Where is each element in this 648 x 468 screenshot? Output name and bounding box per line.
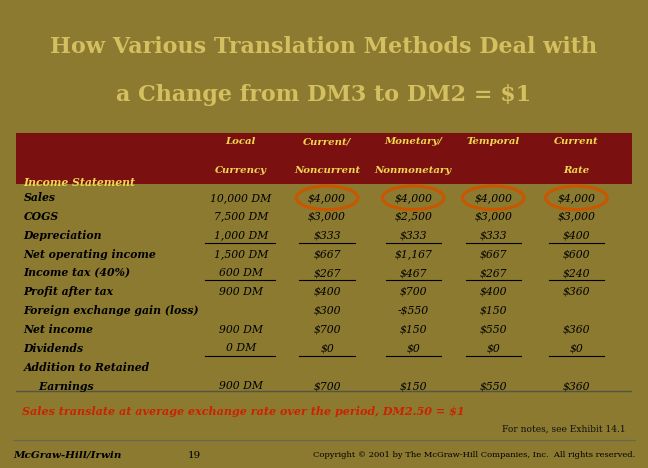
Text: $240: $240 bbox=[562, 268, 590, 278]
Text: $700: $700 bbox=[314, 381, 341, 391]
Text: Income tax (40%): Income tax (40%) bbox=[23, 268, 131, 278]
Text: $3,000: $3,000 bbox=[474, 212, 512, 222]
Text: 1,500 DM: 1,500 DM bbox=[214, 249, 268, 259]
Text: $333: $333 bbox=[480, 230, 507, 241]
Text: $400: $400 bbox=[314, 287, 341, 297]
Text: a Change from DM3 to DM2 = $1: a Change from DM3 to DM2 = $1 bbox=[117, 84, 531, 106]
Text: $4,000: $4,000 bbox=[395, 193, 432, 203]
Text: $3,000: $3,000 bbox=[557, 212, 596, 222]
Text: Local: Local bbox=[226, 137, 256, 146]
Text: Noncurrent: Noncurrent bbox=[294, 166, 360, 175]
Text: $3,000: $3,000 bbox=[308, 212, 346, 222]
Text: $360: $360 bbox=[562, 325, 590, 335]
Text: $400: $400 bbox=[480, 287, 507, 297]
Text: $1,167: $1,167 bbox=[395, 249, 432, 259]
Text: 900 DM: 900 DM bbox=[219, 325, 263, 335]
Text: 900 DM: 900 DM bbox=[219, 287, 263, 297]
Text: Profit after tax: Profit after tax bbox=[23, 286, 113, 298]
Text: $360: $360 bbox=[562, 287, 590, 297]
Text: $667: $667 bbox=[314, 249, 341, 259]
Text: Temporal: Temporal bbox=[467, 137, 520, 146]
Text: $700: $700 bbox=[314, 325, 341, 335]
Text: $4,000: $4,000 bbox=[474, 193, 512, 203]
Text: $667: $667 bbox=[480, 249, 507, 259]
Text: $4,000: $4,000 bbox=[557, 193, 596, 203]
Text: Current/: Current/ bbox=[303, 137, 351, 146]
Text: 7,500 DM: 7,500 DM bbox=[214, 212, 268, 222]
Text: How Various Translation Methods Deal with: How Various Translation Methods Deal wit… bbox=[51, 36, 597, 58]
Text: $0: $0 bbox=[320, 344, 334, 353]
Text: McGraw-Hill/Irwin: McGraw-Hill/Irwin bbox=[13, 451, 121, 460]
Text: Currency: Currency bbox=[215, 166, 267, 175]
Text: Dividends: Dividends bbox=[23, 343, 84, 354]
Text: $0: $0 bbox=[406, 344, 420, 353]
Text: Monetary/: Monetary/ bbox=[384, 137, 443, 146]
Text: Net income: Net income bbox=[23, 324, 93, 335]
Text: $600: $600 bbox=[562, 249, 590, 259]
Text: 900 DM: 900 DM bbox=[219, 381, 263, 391]
Text: 0 DM: 0 DM bbox=[226, 344, 256, 353]
Text: $150: $150 bbox=[400, 325, 427, 335]
Text: $550: $550 bbox=[480, 325, 507, 335]
Text: Depreciation: Depreciation bbox=[23, 230, 102, 241]
Text: $4,000: $4,000 bbox=[308, 193, 346, 203]
Text: Foreign exchange gain (loss): Foreign exchange gain (loss) bbox=[23, 305, 199, 316]
Text: Income Statement: Income Statement bbox=[23, 176, 135, 188]
Text: 1,000 DM: 1,000 DM bbox=[214, 230, 268, 241]
Text: Rate: Rate bbox=[563, 166, 590, 175]
Text: COGS: COGS bbox=[23, 211, 59, 222]
Text: $267: $267 bbox=[480, 268, 507, 278]
Text: Sales: Sales bbox=[23, 192, 56, 203]
Text: Earnings: Earnings bbox=[23, 380, 93, 392]
Text: Net operating income: Net operating income bbox=[23, 249, 156, 260]
Text: For notes, see Exhibit 14.1: For notes, see Exhibit 14.1 bbox=[502, 424, 625, 433]
Text: $267: $267 bbox=[314, 268, 341, 278]
Text: $700: $700 bbox=[400, 287, 427, 297]
Text: -$550: -$550 bbox=[398, 306, 429, 316]
Text: $360: $360 bbox=[562, 381, 590, 391]
Text: Current: Current bbox=[554, 137, 599, 146]
Text: 10,000 DM: 10,000 DM bbox=[210, 193, 272, 203]
Text: Copyright © 2001 by The McGraw-Hill Companies, Inc.  All rights reserved.: Copyright © 2001 by The McGraw-Hill Comp… bbox=[313, 452, 635, 460]
Text: Nonmonetary: Nonmonetary bbox=[375, 166, 452, 175]
Text: $150: $150 bbox=[400, 381, 427, 391]
Text: $0: $0 bbox=[487, 344, 500, 353]
Text: $400: $400 bbox=[562, 230, 590, 241]
Text: $333: $333 bbox=[314, 230, 341, 241]
Text: $0: $0 bbox=[570, 344, 583, 353]
Text: $2,500: $2,500 bbox=[395, 212, 432, 222]
Text: $550: $550 bbox=[480, 381, 507, 391]
Text: $300: $300 bbox=[314, 306, 341, 316]
Text: $467: $467 bbox=[400, 268, 427, 278]
Text: 19: 19 bbox=[188, 451, 201, 460]
Text: Addition to Retained: Addition to Retained bbox=[23, 362, 150, 373]
FancyBboxPatch shape bbox=[16, 133, 632, 184]
Text: $150: $150 bbox=[480, 306, 507, 316]
Text: Sales translate at average exchange rate over the period, DM2.50 = $1: Sales translate at average exchange rate… bbox=[22, 406, 465, 417]
Text: $333: $333 bbox=[400, 230, 427, 241]
Text: 600 DM: 600 DM bbox=[219, 268, 263, 278]
